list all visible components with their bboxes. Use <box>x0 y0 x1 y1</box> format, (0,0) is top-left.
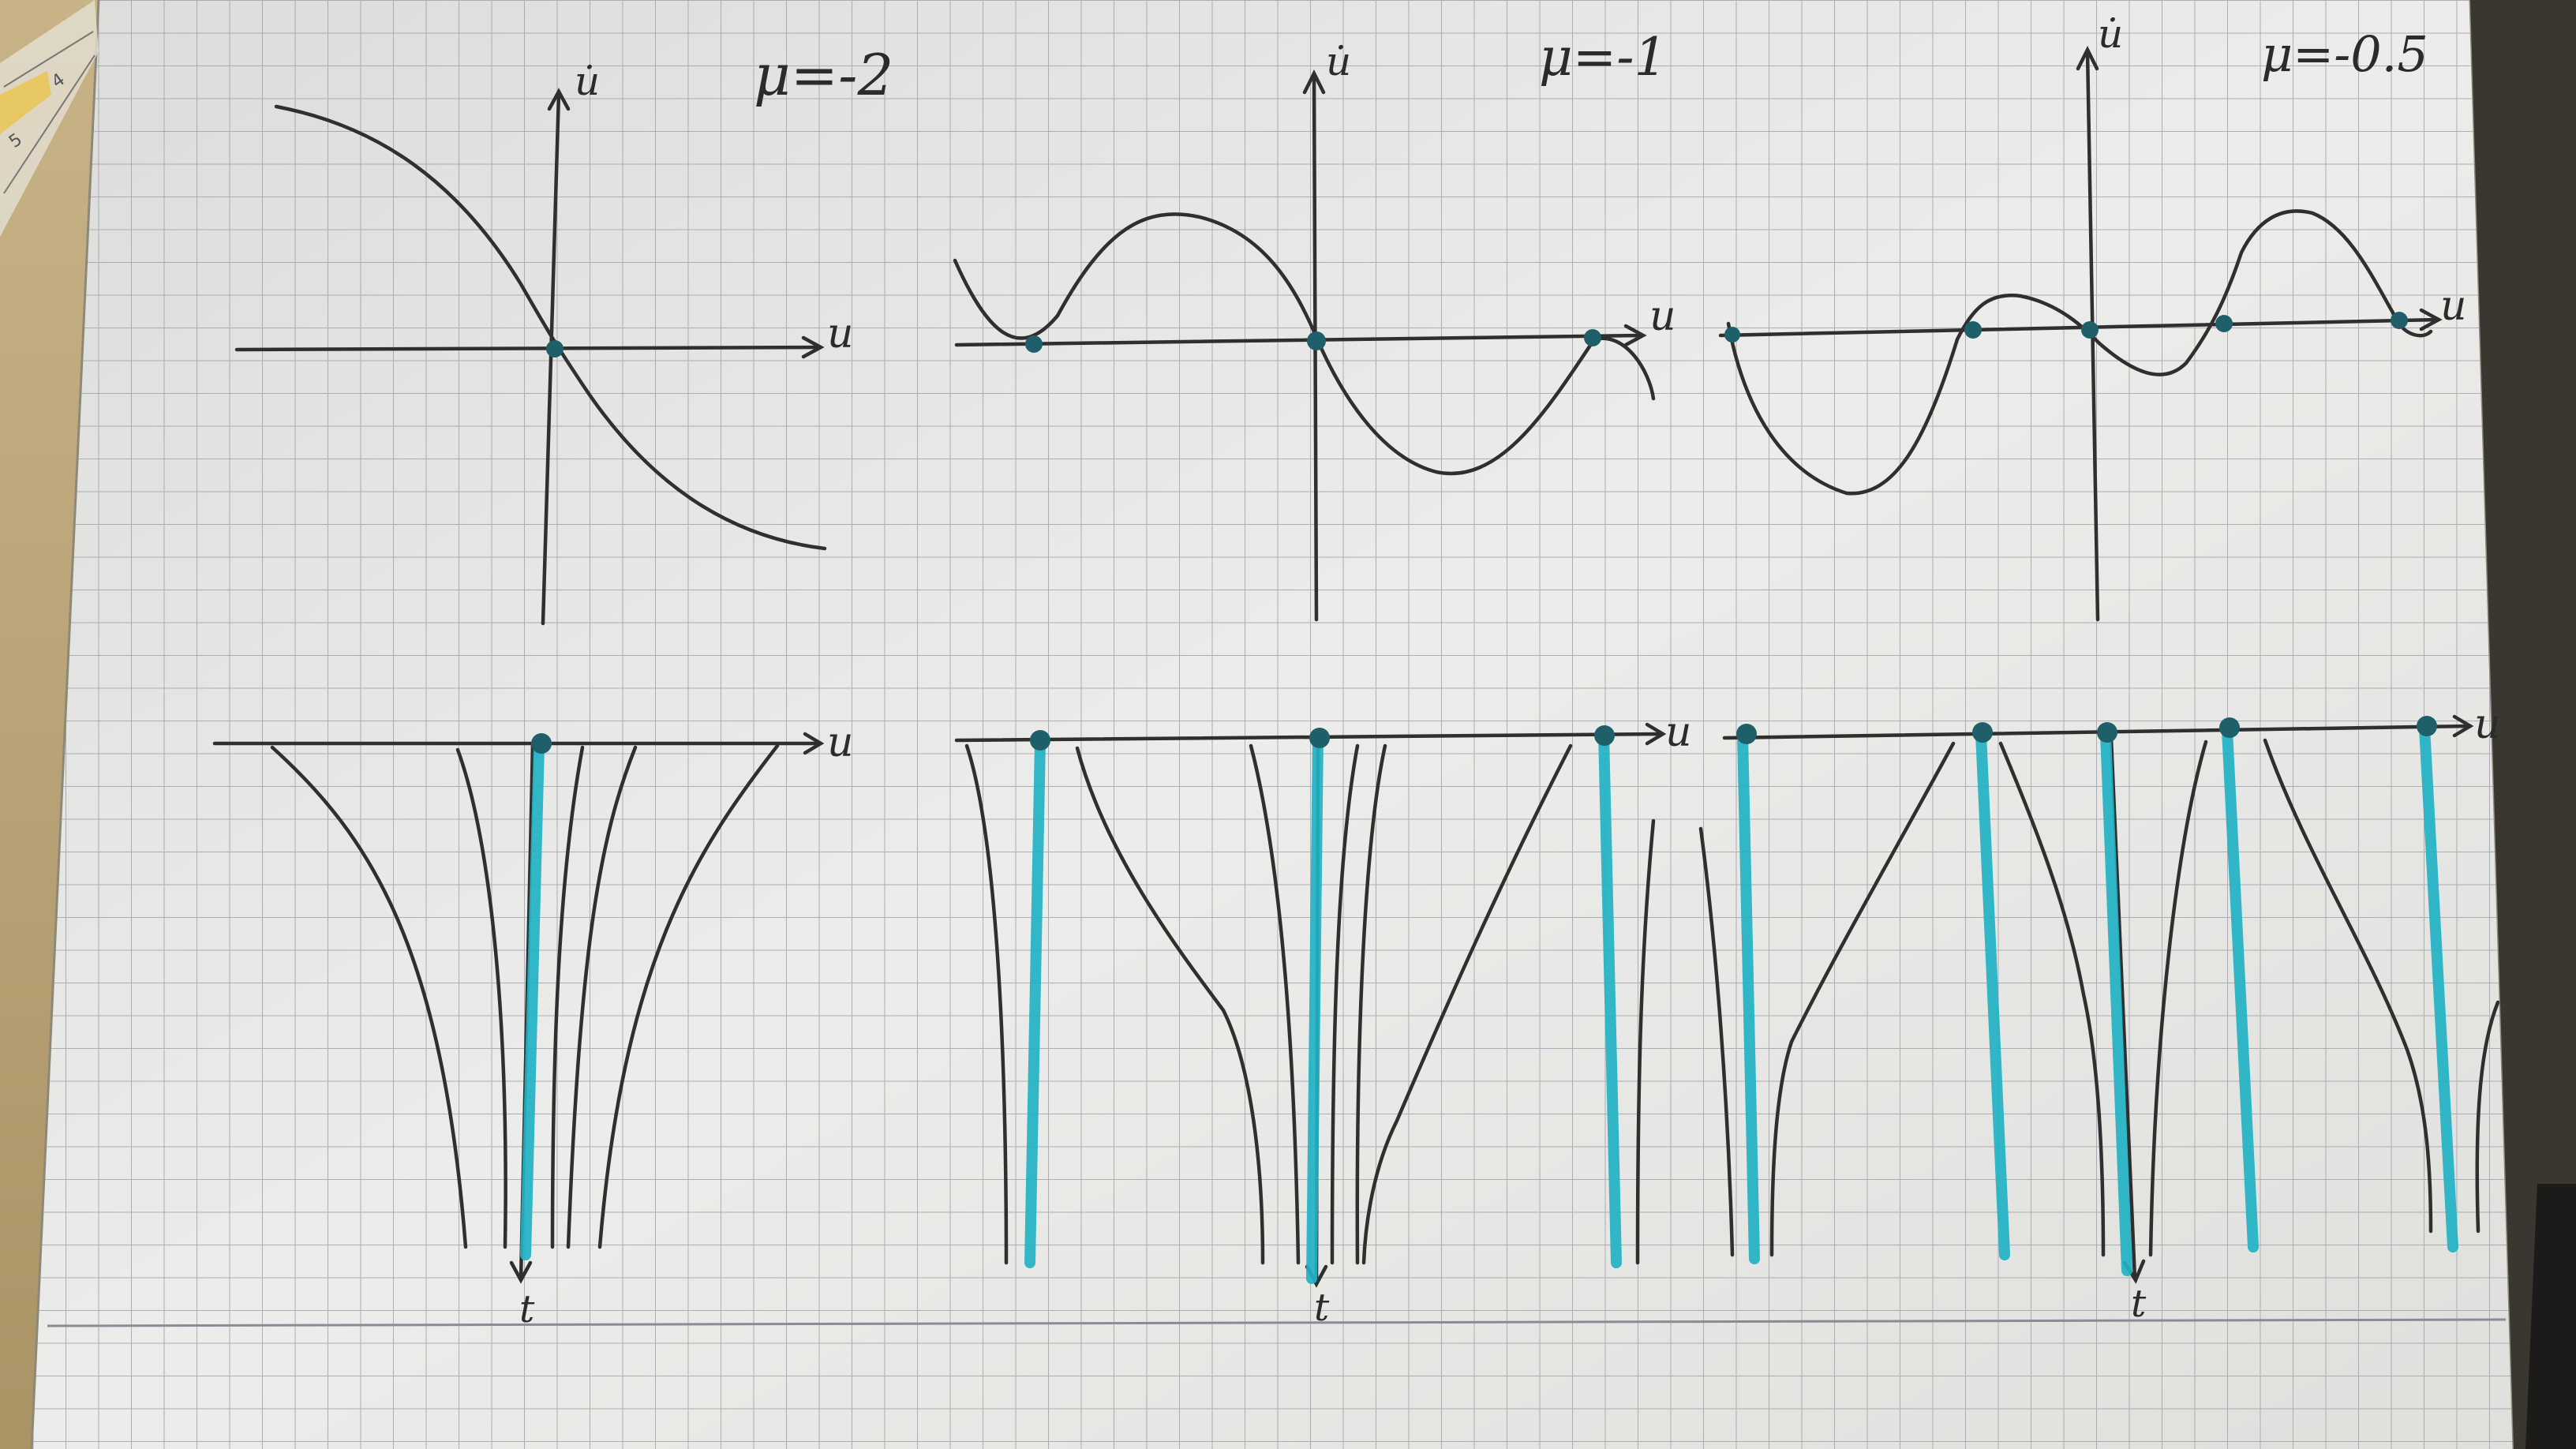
panel-1-trajectory <box>455 747 507 1249</box>
panel-1-t-label: t <box>519 1287 535 1331</box>
panel-2-u-axis <box>954 333 1644 347</box>
panel-3-trajectory <box>2263 738 2433 1234</box>
panel-2-trajectory <box>1075 746 1265 1265</box>
panel-1-udot-axis <box>541 91 561 626</box>
panel-3-trajectory <box>1769 741 1956 1257</box>
paper-sheet <box>30 0 2515 1449</box>
panel-3-trajectory <box>1998 741 2106 1257</box>
stable-fixed-point-lines <box>520 722 2458 1284</box>
panel-1-trajectory <box>566 745 638 1249</box>
panel-2-flow <box>954 722 1667 1288</box>
panel-1-trajectory <box>270 745 468 1249</box>
panel-2-u-label: u <box>1649 293 1676 340</box>
panel-2-trajectory <box>1361 743 1573 1265</box>
panel-3-param-label: μ=-0.5 <box>2261 25 2428 83</box>
ruler: 5 4 <box>0 0 99 237</box>
fixed-points <box>531 312 2437 754</box>
dark-edge <box>2470 0 2576 1449</box>
panel-1-u-axis <box>234 345 823 352</box>
panel-3-flow-u-label: u <box>2474 701 2501 748</box>
panel-1-udot-label: u̇ <box>575 58 600 104</box>
panel-2-t-label: t <box>1314 1286 1330 1330</box>
panel-1-trajectory <box>597 743 780 1249</box>
panel-2-trajectory <box>1249 743 1301 1265</box>
panel-1-trajectory <box>550 745 585 1249</box>
panel-3-trajectory <box>2475 1000 2500 1234</box>
panel-1-phase-portrait <box>234 88 827 626</box>
panel-2-udot-label: u̇ <box>1326 39 1351 84</box>
labels: μ=-2 u̇ u u t μ=-1 u̇ u u t μ=-0.5 u̇ u … <box>519 11 2501 1331</box>
panel-1-u-label: u <box>827 310 854 358</box>
panel-1-flow-u-label: u <box>827 719 854 766</box>
panel-1-curve <box>274 104 827 551</box>
panel-3-udot-label: u̇ <box>2098 11 2123 57</box>
panel-3-u-label: u <box>2440 283 2467 330</box>
panel-2-trajectory <box>1355 743 1387 1265</box>
panel-2-param-label: μ=-1 <box>1539 27 1668 88</box>
panel-2-trajectory <box>1635 818 1656 1265</box>
panel-3-trajectory <box>2148 739 2208 1257</box>
panel-2-trajectory <box>964 743 1009 1265</box>
panel-3-curve <box>1726 209 2433 496</box>
panel-1-param-label: μ=-2 <box>754 42 893 108</box>
panel-2-flow-u-label: u <box>1665 709 1692 756</box>
panel-3-t-label: t <box>2131 1282 2147 1326</box>
panel-3-u-axis <box>1718 317 2441 338</box>
panel-2-flow-u-axis <box>954 732 1664 743</box>
panel-2-trajectory <box>1330 743 1360 1265</box>
panel-3-trajectory <box>1698 826 1735 1257</box>
